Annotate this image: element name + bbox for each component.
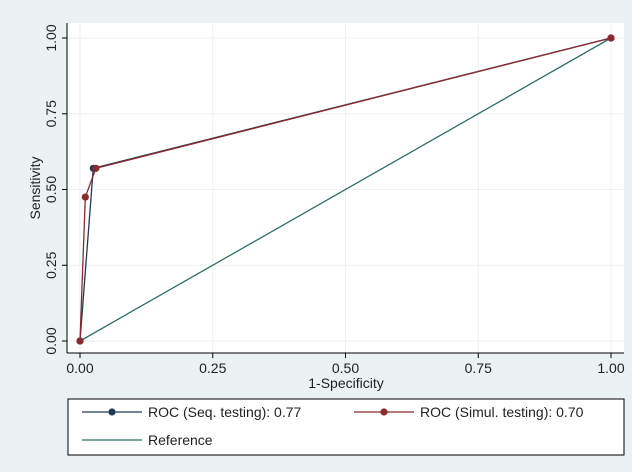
y-tick-label: 0.25 (43, 251, 59, 278)
series-1-point (92, 164, 100, 172)
grid-lines (67, 23, 624, 353)
y-tick-label: 0.50 (43, 176, 59, 203)
series-line-1 (79, 37, 612, 342)
legend-label-0: ROC (Seq. testing): 0.77 (148, 404, 302, 420)
series-1-point (81, 193, 89, 201)
legend-label-1: ROC (Simul. testing): 0.70 (420, 404, 584, 420)
series-1-point (607, 34, 615, 42)
y-tick-label: 0.75 (43, 100, 59, 127)
legend-key-0 (82, 408, 142, 416)
y-tick-label: 0.00 (43, 327, 59, 354)
y-tick-label: 1.00 (43, 24, 59, 51)
y-axis-title: Sensitivity (27, 156, 43, 219)
ticks: 0.00 0.25 0.50 0.75 1.00 0.00 0.25 0.50 0.75 1.00 (43, 24, 625, 376)
x-tick-label: 0.00 (66, 360, 93, 376)
legend-swatch-marker (108, 408, 116, 416)
x-tick-label: 0.25 (199, 360, 226, 376)
x-tick-label: 0.50 (332, 360, 359, 376)
x-tick-label: 0.75 (465, 360, 492, 376)
legend: ROC (Seq. testing): 0.77 ROC (Simul. test… (82, 404, 584, 448)
x-axis-title: 1-Specificity (308, 375, 383, 391)
x-tick-label: 1.00 (597, 360, 624, 376)
series (76, 34, 615, 345)
series-line-2 (79, 37, 612, 342)
legend-key-1 (354, 408, 414, 416)
legend-swatch-marker (380, 408, 388, 416)
legend-label-2: Reference (148, 432, 213, 448)
legend-box (67, 398, 625, 456)
series-1-point (76, 337, 84, 345)
